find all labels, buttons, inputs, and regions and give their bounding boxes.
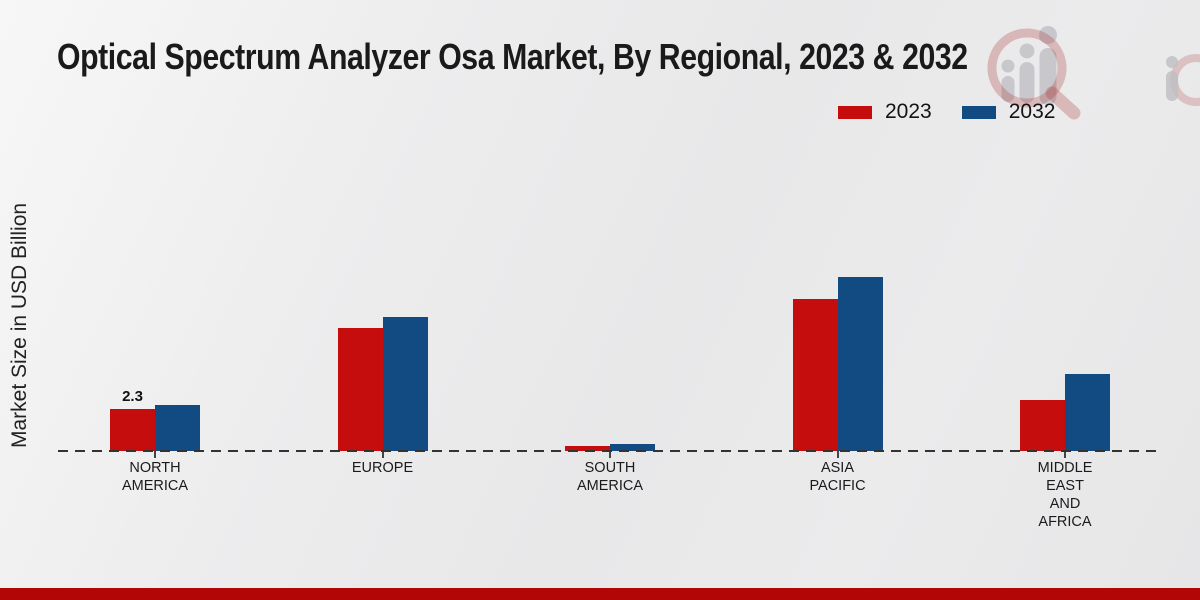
category-tick <box>1064 451 1066 458</box>
bar-2032-north-america <box>155 405 200 451</box>
bar-2032-europe <box>382 317 428 451</box>
bar-2023-asia-pacific <box>792 299 838 451</box>
category-label: MIDDLE EAST AND AFRICA <box>1037 460 1093 530</box>
legend-label-2032: 2032 <box>1008 100 1056 123</box>
bar-2023-europe <box>337 328 383 451</box>
watermark-partial-icon <box>1158 52 1200 117</box>
category-label: NORTH AMERICA <box>121 460 189 494</box>
legend-item-2023: 2023 <box>838 100 932 124</box>
footer-bar <box>0 588 1200 600</box>
watermark-logo-icon <box>986 20 1096 125</box>
bar-2032-middle-east-and-africa <box>1065 374 1110 451</box>
chart-title: Optical Spectrum Analyzer Osa Market, By… <box>57 36 968 77</box>
bar-2023-south-america <box>565 445 610 451</box>
bar-value-label: 2.3 <box>122 387 143 405</box>
bar-2023-north-america <box>110 408 155 451</box>
category-tick <box>154 451 156 458</box>
x-axis-line <box>58 450 1158 452</box>
category-tick <box>836 451 839 458</box>
legend: 2023 2032 <box>838 100 1055 124</box>
bar-2032-south-america <box>610 443 655 451</box>
category-label: EUROPE <box>351 460 414 476</box>
category-tick <box>381 451 384 458</box>
bar-2032-asia-pacific <box>837 277 883 451</box>
bar-2023-middle-east-and-africa <box>1020 399 1065 451</box>
legend-swatch-2032 <box>961 105 996 119</box>
category-label: ASIA PACIFIC <box>809 460 866 494</box>
legend-label-2023: 2023 <box>885 100 932 123</box>
legend-swatch-2023 <box>838 105 872 119</box>
category-label: SOUTH AMERICA <box>576 460 644 494</box>
category-tick <box>609 451 611 458</box>
legend-item-2032: 2032 <box>961 100 1056 124</box>
